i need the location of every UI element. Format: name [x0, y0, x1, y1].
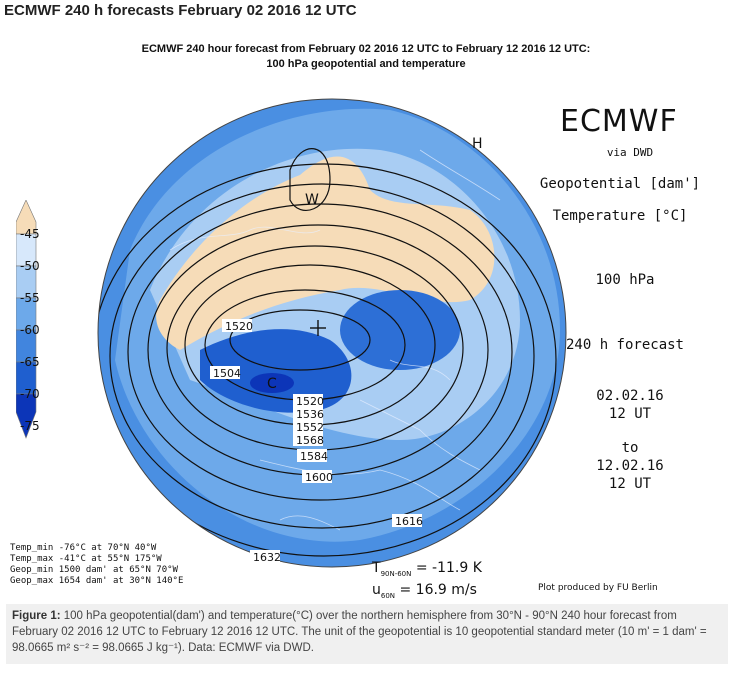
contour-label: 1600 [305, 471, 333, 484]
contour-label: 1552 [296, 421, 324, 434]
temperature-label: Temperature [°C] [552, 208, 688, 224]
forecast-label: 240 h forecast [565, 337, 684, 353]
temp-region-68 [340, 290, 460, 370]
temp-region-75 [250, 373, 294, 393]
stats-block: Temp_min -76°C at 70°N 40°W Temp_max -41… [10, 543, 183, 587]
to-label: to [621, 440, 639, 456]
figure-title-line1: ECMWF 240 hour forecast from February 02… [141, 43, 591, 55]
colorbar-label: -55 [20, 291, 40, 305]
colorbar-label: -75 [20, 419, 40, 433]
credit: Plot produced by FU Berlin [538, 583, 658, 593]
contour-label: 1568 [296, 434, 324, 447]
page-title: ECMWF 240 h forecasts February 02 2016 1… [4, 2, 357, 19]
u-index: u60N = 16.9 m/s [372, 581, 477, 600]
pole-marker [310, 320, 326, 336]
figure-title-line2: 100 hPa geopotential and temperature [266, 58, 466, 70]
colorbar-label: -70 [20, 387, 40, 401]
contour-label: 1632 [253, 551, 281, 564]
end-time: 12 UT [608, 476, 652, 492]
cold-marker: C [267, 376, 277, 392]
figure-caption: Figure 1: 100 hPa geopotential(dam') and… [6, 604, 728, 664]
contour-labels: 1520 1504 1520 1536 1552 1568 1584 1600 … [210, 319, 423, 564]
contour-label: 1616 [395, 515, 423, 528]
high-marker: H [472, 136, 483, 152]
start-date: 02.02.16 [596, 388, 664, 404]
start-time: 12 UT [608, 406, 652, 422]
t-index: T90N-60N = -11.9 K [372, 560, 482, 578]
caption-text: 100 hPa geopotential(dam') and temperatu… [12, 610, 707, 654]
contour-label: 1520 [225, 320, 253, 333]
colorbar-seg-75 [16, 393, 37, 439]
temp-region-70 [200, 329, 352, 413]
colorbar [16, 200, 37, 439]
stat-geop-max: Geop_max 1654 dam' at 30°N 140°E [10, 576, 184, 586]
contour-label: 1504 [213, 367, 241, 380]
geopotential-contours [98, 148, 557, 557]
level-label: 100 hPa [595, 272, 655, 288]
stat-temp-min: Temp_min -76°C at 70°N 40°W [10, 543, 157, 553]
via-label: via DWD [606, 146, 654, 159]
contour-label: 1584 [300, 450, 328, 463]
map-border [97, 98, 567, 568]
contour-label: 1536 [296, 408, 324, 421]
colorbar-label: -45 [20, 227, 40, 241]
colorbar-label: -65 [20, 355, 40, 369]
brand-logo: ECMWF [560, 104, 678, 139]
figure-title: ECMWF 240 hour forecast from February 02… [0, 42, 732, 72]
stat-geop-min: Geop_min 1500 dam' at 65°N 70°W [10, 565, 178, 575]
stat-temp-max: Temp_max -41°C at 55°N 175°W [10, 554, 162, 564]
contour-label: 1520 [296, 395, 324, 408]
colorbar-label: -50 [20, 259, 40, 273]
colorbar-label: -60 [20, 323, 40, 337]
temp-region-45 [156, 156, 495, 350]
warm-marker: W [305, 192, 319, 208]
index-block: T90N-60N = -11.9 K u60N = 16.9 m/s [372, 560, 482, 604]
geopotential-label: Geopotential [dam'] [539, 176, 701, 192]
caption-label: Figure 1: [12, 610, 61, 622]
end-date: 12.02.16 [596, 458, 664, 474]
